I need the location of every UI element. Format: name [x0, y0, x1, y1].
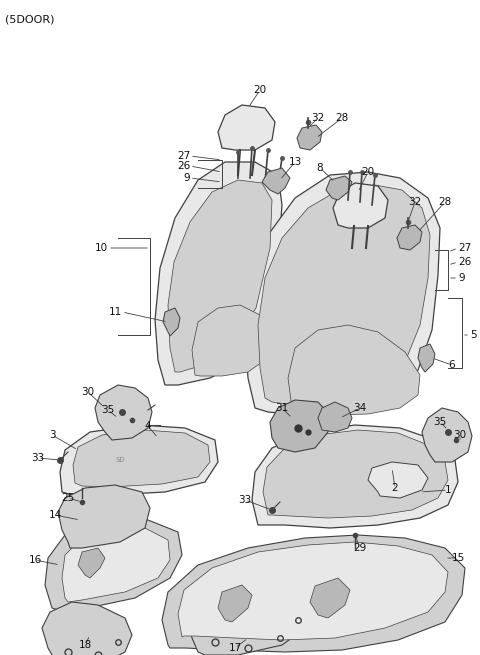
Polygon shape: [42, 602, 132, 655]
Polygon shape: [418, 344, 435, 372]
Text: 30: 30: [82, 387, 95, 397]
Text: 34: 34: [353, 403, 367, 413]
Polygon shape: [73, 430, 210, 487]
Polygon shape: [95, 385, 152, 440]
Text: 28: 28: [336, 113, 348, 123]
Text: 18: 18: [78, 640, 92, 650]
Polygon shape: [45, 520, 182, 610]
Text: 29: 29: [353, 543, 367, 553]
Text: SD: SD: [115, 457, 125, 463]
Text: 2: 2: [392, 483, 398, 493]
Polygon shape: [288, 325, 420, 415]
Polygon shape: [218, 105, 275, 150]
Polygon shape: [422, 408, 472, 462]
Text: 5: 5: [470, 330, 477, 340]
Text: 15: 15: [451, 553, 465, 563]
Polygon shape: [245, 172, 440, 415]
Text: 27: 27: [177, 151, 190, 161]
Polygon shape: [162, 535, 465, 652]
Text: 14: 14: [48, 510, 61, 520]
Text: 16: 16: [28, 555, 42, 565]
Polygon shape: [263, 430, 448, 518]
Text: 28: 28: [438, 197, 452, 207]
Polygon shape: [397, 225, 422, 250]
Text: 6: 6: [449, 360, 456, 370]
Text: 9: 9: [458, 273, 465, 283]
Polygon shape: [333, 183, 388, 228]
Text: 30: 30: [454, 430, 467, 440]
Text: 33: 33: [31, 453, 45, 463]
Text: 26: 26: [458, 257, 471, 267]
Text: 35: 35: [433, 417, 446, 427]
Text: 35: 35: [101, 405, 115, 415]
Text: 3: 3: [48, 430, 55, 440]
Text: 17: 17: [228, 643, 241, 653]
Text: 32: 32: [408, 197, 421, 207]
Text: 20: 20: [253, 85, 266, 95]
Polygon shape: [178, 542, 448, 640]
Polygon shape: [163, 308, 180, 336]
Polygon shape: [318, 402, 352, 432]
Polygon shape: [258, 185, 430, 406]
Polygon shape: [252, 425, 458, 528]
Text: 27: 27: [458, 243, 471, 253]
Text: 31: 31: [276, 403, 288, 413]
Text: 20: 20: [361, 167, 374, 177]
Text: 13: 13: [288, 157, 301, 167]
Text: 9: 9: [183, 173, 190, 183]
Polygon shape: [60, 425, 218, 495]
Polygon shape: [58, 485, 150, 548]
Polygon shape: [270, 400, 330, 452]
Polygon shape: [310, 578, 350, 618]
Polygon shape: [62, 528, 170, 602]
Text: 8: 8: [317, 163, 324, 173]
Polygon shape: [168, 180, 272, 372]
Text: (5DOOR): (5DOOR): [5, 14, 55, 24]
Polygon shape: [155, 162, 282, 385]
Text: 10: 10: [95, 243, 108, 253]
Text: 26: 26: [177, 161, 190, 171]
Text: 32: 32: [312, 113, 324, 123]
Polygon shape: [262, 168, 290, 194]
Polygon shape: [78, 548, 105, 578]
Text: 25: 25: [61, 493, 74, 503]
Text: 1: 1: [444, 485, 451, 495]
Polygon shape: [218, 585, 252, 622]
Polygon shape: [326, 176, 352, 200]
Polygon shape: [368, 462, 428, 498]
Text: 11: 11: [109, 307, 122, 317]
Text: 33: 33: [239, 495, 252, 505]
Text: 4: 4: [144, 421, 151, 431]
Polygon shape: [297, 125, 322, 150]
Polygon shape: [188, 582, 315, 655]
Polygon shape: [192, 305, 268, 376]
